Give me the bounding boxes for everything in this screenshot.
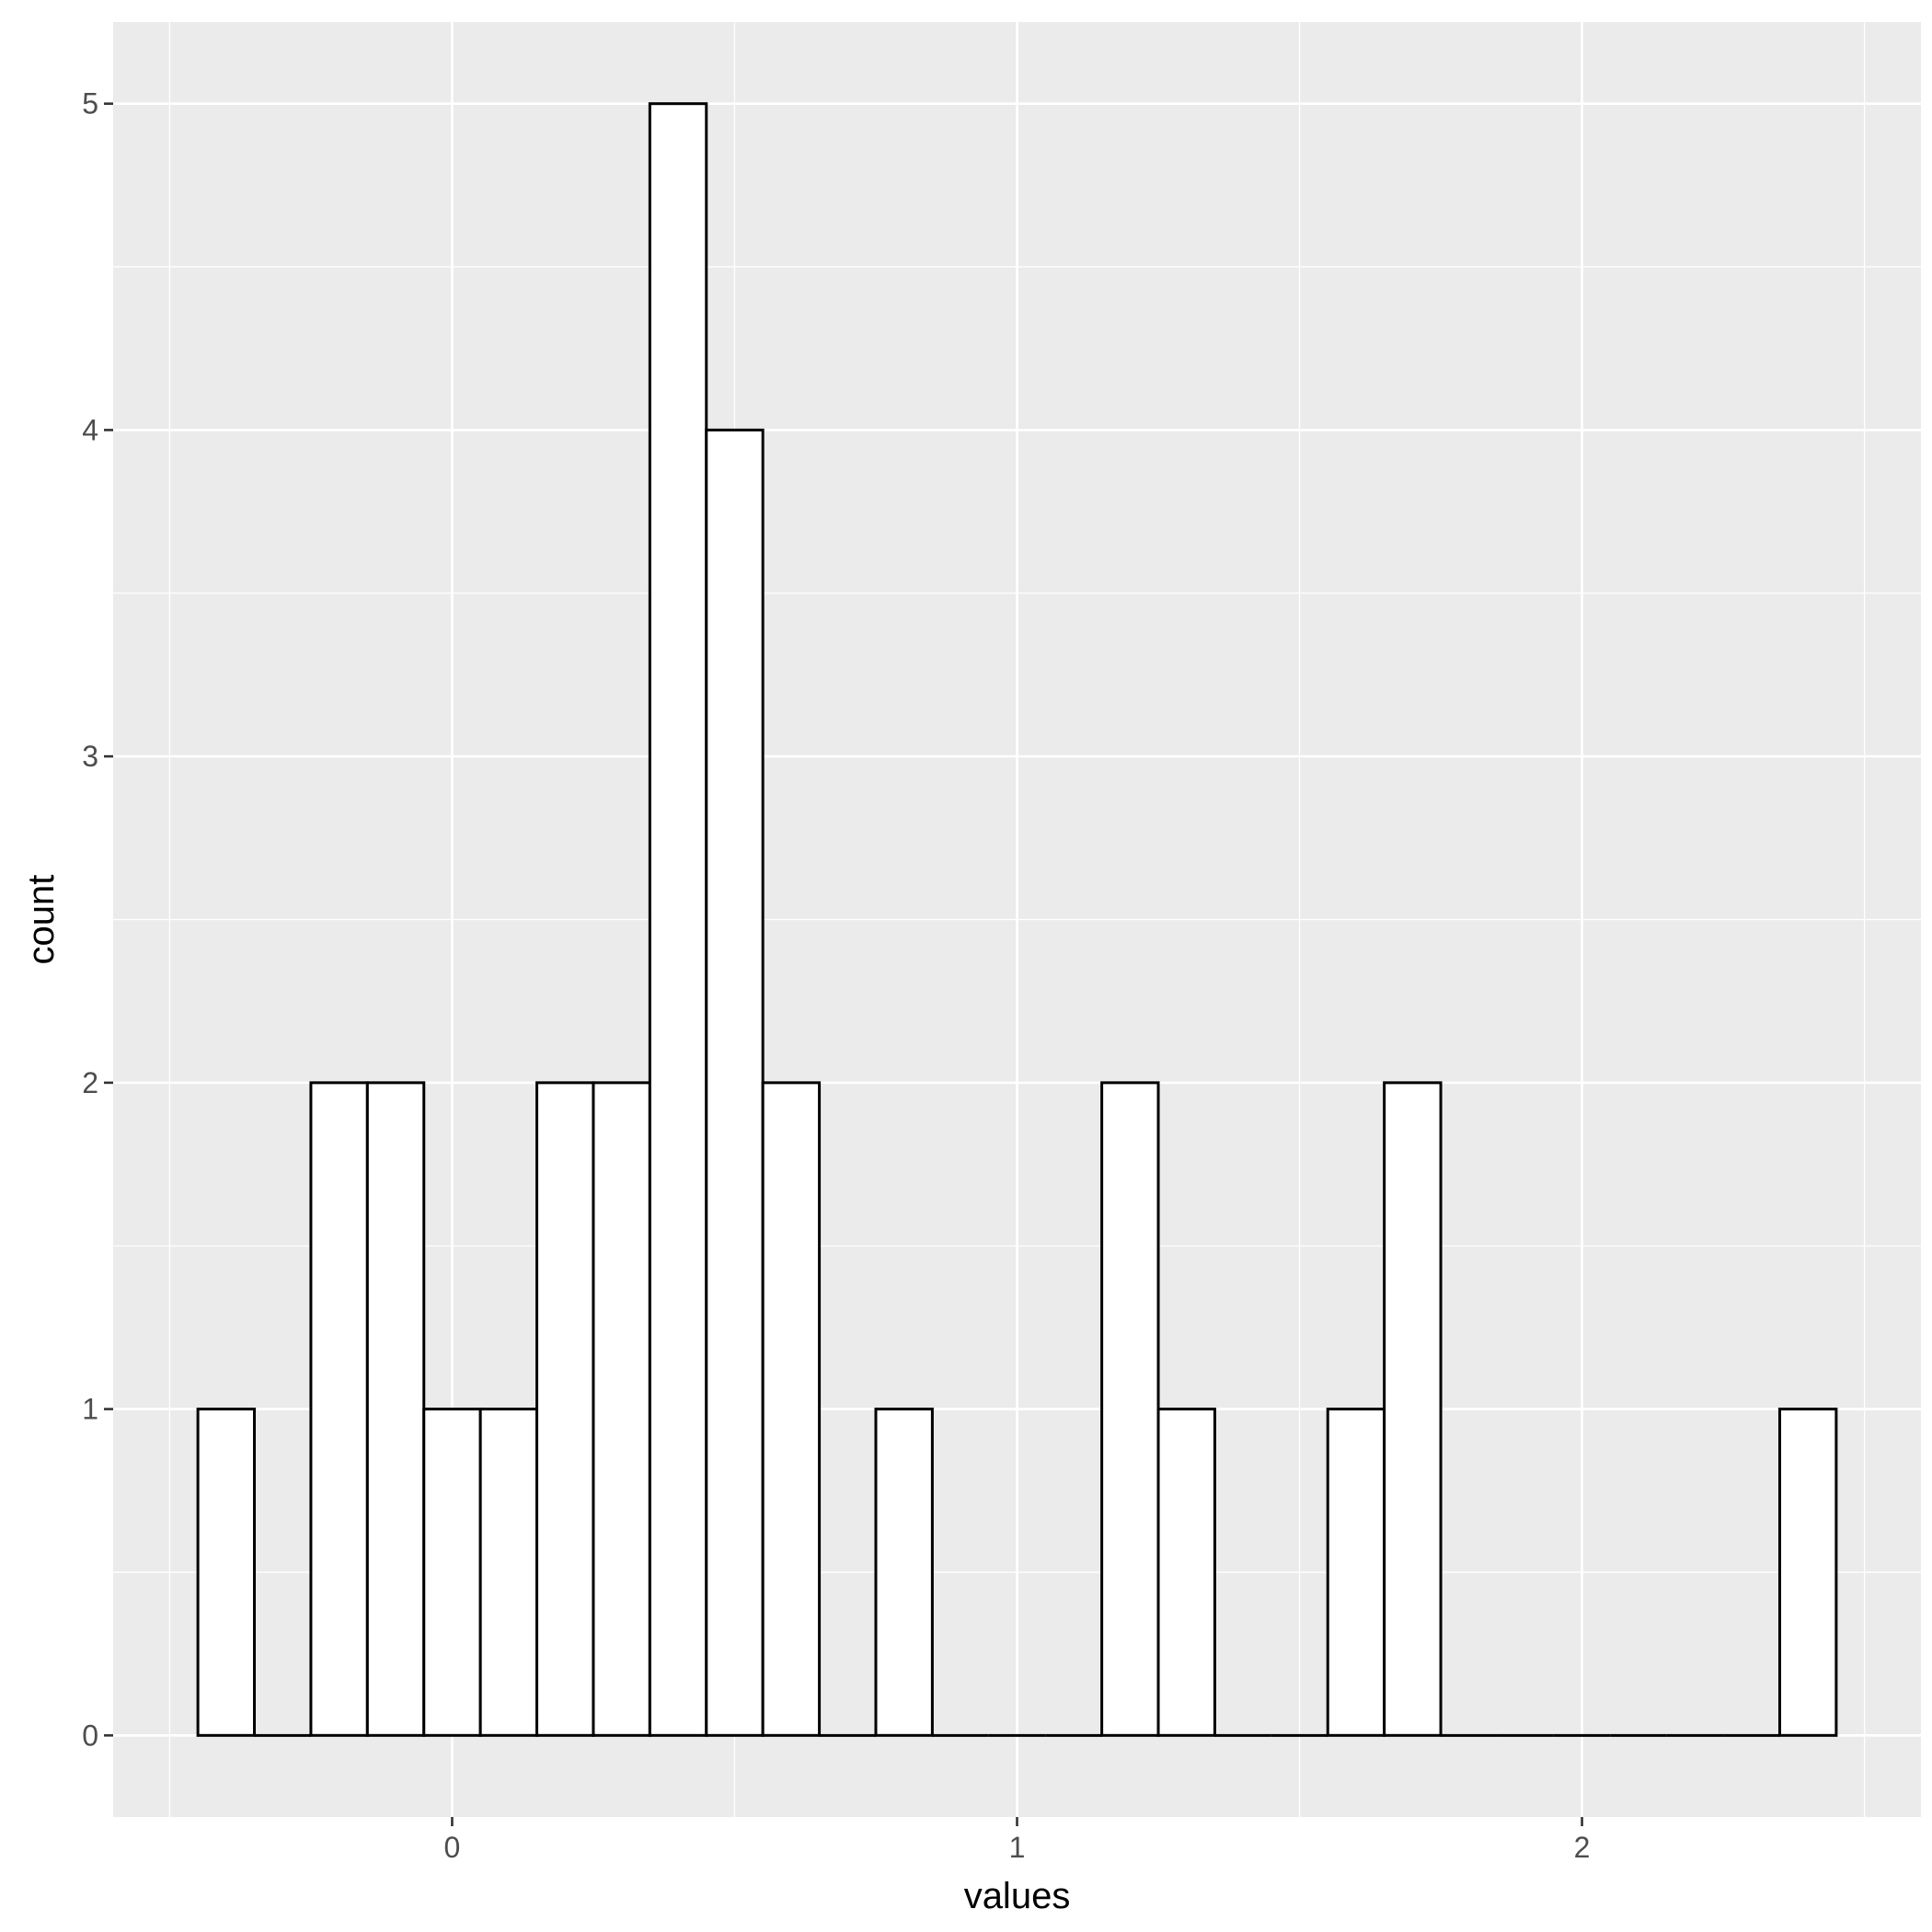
histogram-bar: [478, 1408, 539, 1737]
histogram-bar: [874, 1408, 934, 1737]
y-axis-title: count: [21, 875, 62, 965]
x-axis-title: values: [964, 1876, 1071, 1916]
histogram-bar: [535, 1081, 595, 1737]
histogram-bar: [761, 1081, 822, 1737]
y-tick-label: 4: [82, 413, 98, 446]
histogram-bar: [309, 1081, 369, 1737]
y-tick-label: 0: [82, 1719, 98, 1752]
histogram-bar: [196, 1408, 257, 1737]
histogram-bar: [1383, 1081, 1443, 1737]
histogram-bar: [1156, 1408, 1216, 1737]
x-tick-label: 0: [444, 1831, 461, 1864]
histogram-bar: [422, 1408, 482, 1737]
x-tick-label: 2: [1574, 1831, 1591, 1864]
y-tick-label: 5: [82, 87, 98, 121]
histogram-bar: [1326, 1408, 1386, 1737]
y-tick-label: 2: [82, 1066, 98, 1099]
x-axis: 0 1 2: [444, 1817, 1591, 1864]
y-tick-label: 1: [82, 1393, 98, 1426]
histogram-bar: [592, 1081, 651, 1737]
histogram-bar: [1777, 1408, 1838, 1737]
x-tick-label: 1: [1009, 1831, 1026, 1864]
y-tick-label: 3: [82, 740, 98, 773]
histogram-bar: [648, 102, 708, 1737]
histogram-bar: [1100, 1081, 1160, 1737]
histogram-bars: [196, 102, 1838, 1737]
y-axis: 0 1 2 3 4 5: [82, 87, 113, 1752]
histogram-bar: [705, 428, 765, 1737]
histogram-bar: [365, 1081, 426, 1737]
